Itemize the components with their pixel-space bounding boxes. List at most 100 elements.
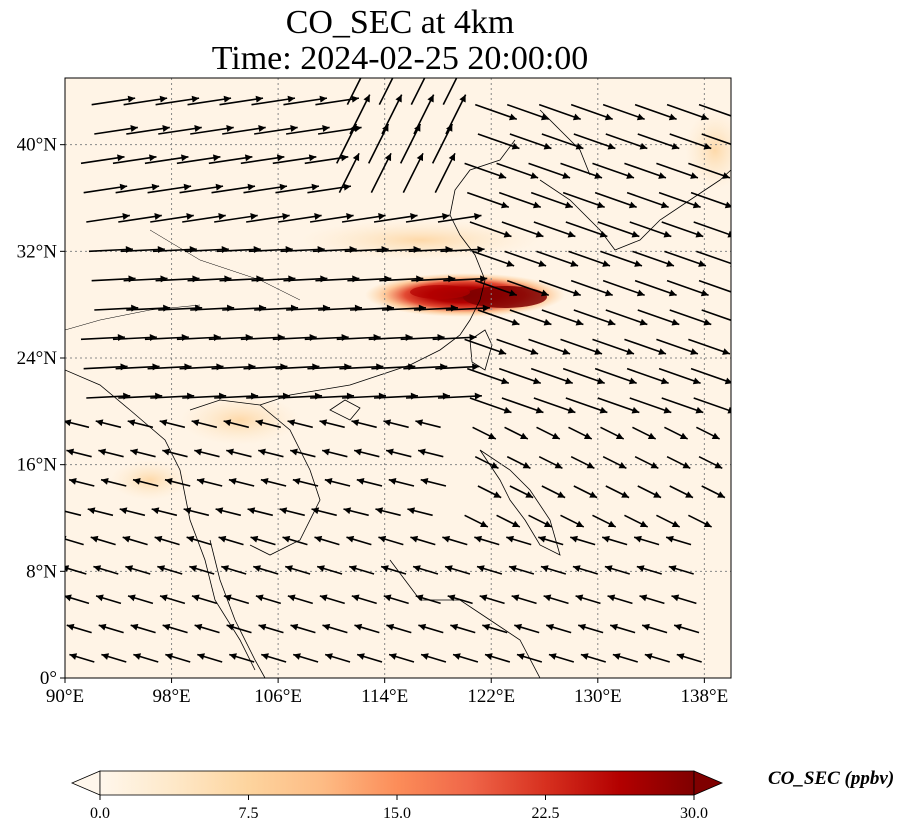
wind-arrow bbox=[69, 653, 95, 663]
wind-arrow bbox=[434, 152, 456, 194]
co-plume-west bbox=[410, 285, 470, 299]
wind-arrow bbox=[336, 123, 358, 164]
wind-arrow bbox=[133, 653, 159, 663]
wind-arrow bbox=[464, 162, 507, 179]
wind-arrow bbox=[469, 397, 512, 414]
wind-arrow bbox=[292, 653, 319, 663]
wind-arrow bbox=[304, 154, 349, 165]
wind-arrow bbox=[594, 191, 637, 209]
map-title-line2: Time: 2024-02-25 20:00:00 bbox=[211, 40, 589, 77]
wind-arrow bbox=[187, 95, 232, 106]
wind-arrow bbox=[698, 455, 723, 470]
wind-arrow bbox=[162, 623, 188, 634]
coast-malay bbox=[209, 539, 266, 678]
wind-arrow bbox=[157, 565, 183, 575]
map-title-line1: CO_SEC at 4km bbox=[285, 4, 515, 41]
colorbar-tick-label: 30.0 bbox=[680, 805, 708, 822]
wind-arrow bbox=[94, 125, 138, 135]
wind-arrow bbox=[538, 279, 581, 297]
wind-arrow bbox=[319, 594, 345, 605]
wind-arrow bbox=[661, 397, 704, 414]
wind-arrow bbox=[383, 594, 409, 605]
wind-arrow bbox=[155, 95, 200, 106]
wind-arrow bbox=[565, 221, 608, 238]
wind-arrow bbox=[639, 594, 665, 605]
wind-arrow bbox=[240, 154, 285, 165]
wind-arrow bbox=[690, 367, 731, 385]
wind-arrow bbox=[444, 565, 471, 575]
wind-arrow bbox=[658, 191, 701, 209]
colorbar-extend-max bbox=[693, 770, 724, 796]
wind-arrow bbox=[466, 191, 510, 209]
wind-arrow bbox=[214, 213, 258, 223]
wind-arrow bbox=[701, 133, 731, 146]
wind-arrow bbox=[536, 250, 579, 267]
wind-arrow bbox=[65, 419, 90, 429]
wind-arrow bbox=[624, 338, 667, 355]
coastlines bbox=[65, 109, 731, 678]
wind-arrow bbox=[442, 78, 458, 106]
wind-arrow bbox=[246, 213, 290, 223]
wind-arrow bbox=[186, 535, 212, 546]
wind-arrow bbox=[98, 448, 124, 458]
wind-arrow bbox=[418, 623, 444, 634]
wind-arrow bbox=[506, 455, 531, 470]
wind-arrow bbox=[562, 191, 605, 209]
border-1 bbox=[65, 304, 201, 331]
wind-arrow bbox=[386, 623, 412, 634]
wind-arrow bbox=[87, 507, 114, 517]
wind-arrow bbox=[68, 477, 95, 487]
wind-arrow bbox=[634, 103, 677, 121]
wind-arrow bbox=[285, 125, 330, 135]
wind-arrow bbox=[95, 594, 122, 605]
wind-arrow bbox=[688, 514, 712, 528]
wind-arrow bbox=[666, 103, 709, 121]
wind-arrow bbox=[341, 213, 386, 223]
wind-arrow bbox=[676, 653, 702, 663]
wind-arrow bbox=[624, 162, 667, 179]
wind-arrow bbox=[592, 162, 635, 179]
wind-arrow bbox=[664, 250, 707, 267]
wind-arrow bbox=[243, 183, 288, 194]
wind-arrow bbox=[388, 477, 415, 487]
wind-arrow bbox=[605, 485, 630, 499]
wind-arrow bbox=[324, 653, 351, 663]
wind-arrow bbox=[132, 477, 159, 487]
coast-borneo bbox=[389, 559, 541, 678]
wind-arrow bbox=[605, 309, 648, 326]
wind-arrow bbox=[399, 123, 422, 164]
wind-arrow bbox=[693, 397, 731, 414]
wind-arrow bbox=[698, 279, 731, 293]
wind-arrow bbox=[668, 565, 694, 575]
wind-arrow bbox=[164, 477, 191, 487]
wind-arrow bbox=[482, 623, 508, 634]
lat-tick-label: 24°N bbox=[17, 348, 58, 369]
wind-arrow bbox=[223, 594, 250, 605]
wind-arrow bbox=[504, 426, 529, 440]
wind-arrow bbox=[222, 125, 266, 135]
wind-arrow bbox=[644, 653, 670, 663]
wind-arrow bbox=[65, 594, 90, 605]
wind-arrow bbox=[538, 103, 581, 121]
wind-arrow bbox=[375, 507, 401, 517]
wind-arrow bbox=[123, 95, 168, 106]
wind-arrow bbox=[690, 191, 731, 209]
wind-arrow bbox=[508, 565, 535, 575]
wind-arrow bbox=[150, 213, 194, 223]
wind-arrow bbox=[498, 367, 542, 385]
wind-arrow bbox=[354, 623, 380, 634]
wind-arrow bbox=[472, 426, 497, 440]
wind-arrow bbox=[343, 507, 369, 517]
wind-arrow bbox=[351, 594, 377, 605]
wind-arrow bbox=[600, 426, 625, 440]
co-haze-west bbox=[110, 460, 190, 500]
wind-arrow bbox=[431, 123, 454, 164]
wind-arrow bbox=[282, 535, 308, 546]
wind-arrow bbox=[144, 154, 189, 165]
wind-arrow bbox=[127, 594, 154, 605]
wind-arrow bbox=[378, 535, 404, 546]
wind-arrow bbox=[477, 133, 520, 150]
wind-arrow bbox=[351, 419, 377, 429]
wind-arrow bbox=[405, 213, 450, 223]
wind-arrow bbox=[509, 133, 552, 150]
